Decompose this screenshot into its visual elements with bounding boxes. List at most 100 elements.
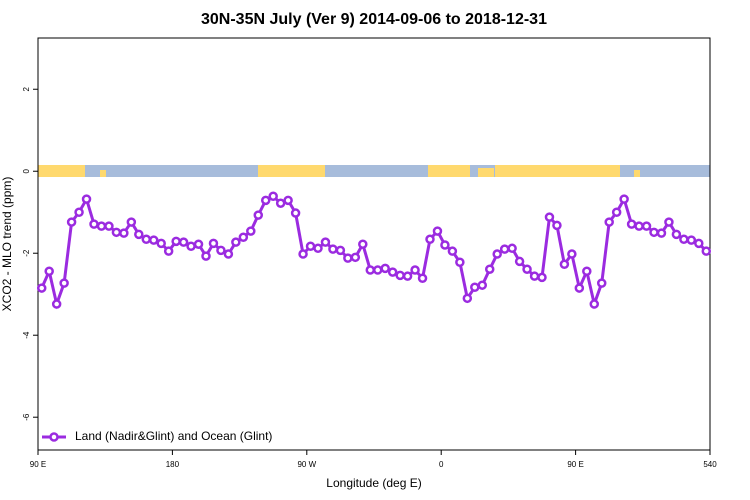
data-point — [432, 226, 443, 236]
data-point — [544, 212, 555, 222]
data-point — [246, 226, 256, 236]
data-point — [208, 238, 219, 249]
data-point — [582, 266, 592, 277]
data-point — [619, 194, 629, 204]
data-point — [268, 191, 278, 201]
data-point — [552, 220, 562, 231]
y-tick-label: -2 — [22, 249, 31, 257]
data-point — [305, 241, 316, 252]
data-point — [425, 234, 435, 245]
x-tick-label: 540 — [703, 460, 717, 469]
land-band — [478, 168, 494, 177]
data-point — [664, 217, 674, 227]
data-point — [178, 237, 189, 247]
x-tick-label: 90 E — [30, 460, 46, 469]
land-band — [634, 170, 640, 177]
data-point — [223, 249, 234, 259]
data-point — [44, 266, 54, 277]
data-point — [611, 207, 622, 217]
data-point — [395, 270, 405, 281]
data-point — [440, 240, 450, 250]
data-point — [499, 244, 510, 254]
data-point — [679, 234, 689, 245]
data-point — [507, 243, 517, 254]
data-point — [649, 227, 659, 238]
data-point — [193, 239, 204, 249]
land-band — [258, 165, 325, 177]
data-point — [641, 221, 652, 231]
data-point — [119, 228, 129, 238]
data-point — [253, 210, 264, 220]
data-point — [372, 265, 383, 275]
data-point — [260, 195, 271, 206]
data-point — [574, 283, 585, 293]
legend-marker — [49, 432, 59, 442]
data-point — [298, 249, 308, 259]
data-point — [59, 278, 69, 288]
data-point — [171, 236, 181, 247]
data-point — [694, 238, 704, 249]
data-point — [156, 238, 166, 249]
data-point — [163, 246, 174, 256]
data-point — [567, 249, 577, 259]
y-tick-label: 0 — [22, 168, 31, 173]
data-point — [686, 235, 697, 245]
data-point — [529, 271, 540, 281]
data-point — [141, 234, 152, 245]
data-point — [380, 263, 390, 274]
x-tick-label: 180 — [166, 460, 180, 469]
data-point — [134, 229, 144, 240]
data-point — [410, 265, 420, 275]
land-band — [495, 165, 620, 177]
land-ocean-band — [38, 165, 710, 177]
data-point — [201, 251, 211, 261]
data-point — [275, 198, 286, 208]
data-point — [313, 243, 323, 254]
data-point — [66, 217, 77, 227]
data-point — [559, 259, 570, 270]
plot-frame — [37, 37, 711, 451]
data-point — [589, 299, 600, 309]
data-point — [402, 271, 413, 281]
data-point — [96, 221, 107, 231]
data-point — [358, 239, 368, 249]
data-point — [126, 217, 137, 227]
data-point — [417, 273, 428, 283]
data-point — [81, 194, 92, 204]
data-point — [537, 272, 547, 283]
y-tick-label: -4 — [22, 331, 31, 339]
data-point — [238, 232, 249, 242]
data-point — [186, 241, 196, 252]
data-point — [74, 207, 84, 217]
data-point — [634, 221, 644, 231]
data-point — [447, 246, 458, 256]
data-point — [283, 195, 293, 206]
data-point — [492, 249, 502, 259]
data-point — [604, 217, 614, 227]
land-band — [100, 170, 106, 177]
data-point — [387, 267, 398, 277]
legend-label: Land (Nadir&Glint) and Ocean (Glint) — [75, 429, 272, 443]
x-axis-label: Longitude (deg E) — [326, 476, 421, 490]
series-line — [40, 194, 708, 310]
data-point — [671, 229, 682, 240]
data-point — [484, 264, 495, 274]
data-point — [328, 244, 338, 254]
data-point — [320, 237, 331, 247]
data-point — [350, 252, 361, 263]
data-point — [701, 246, 712, 256]
y-tick-label: -6 — [22, 413, 31, 421]
data-point — [365, 265, 376, 275]
y-tick-label: 2 — [22, 86, 31, 91]
data-point — [36, 283, 47, 293]
land-band — [428, 165, 470, 177]
data-point — [335, 245, 346, 256]
data-point — [477, 280, 488, 290]
data-point — [231, 237, 241, 247]
chart-title: 30N-35N July (Ver 9) 2014-09-06 to 2018-… — [201, 11, 547, 28]
data-point — [89, 219, 99, 229]
land-band — [38, 165, 85, 177]
data-point — [596, 278, 607, 288]
data-point — [656, 228, 667, 238]
